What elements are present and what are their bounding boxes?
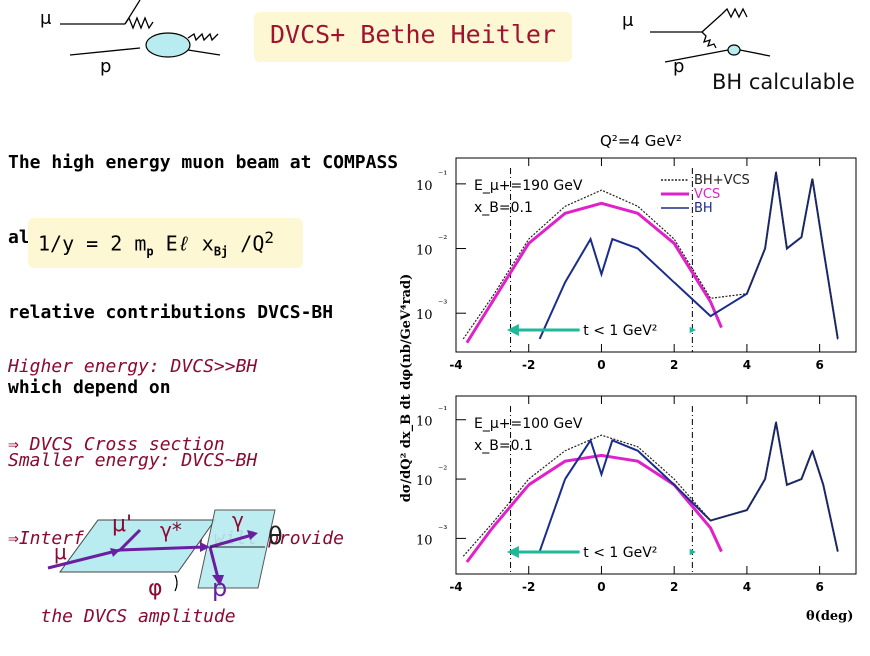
y-axis-label: dσ/dQ² dx_B dt dφ(nb/GeV⁴rad) — [399, 274, 414, 503]
page-title: DVCS+ Bethe Heitler — [270, 20, 556, 49]
x-tick-label-bottom: 6 — [815, 580, 823, 594]
higher-energy-line: ⇒ DVCS Cross section — [8, 434, 225, 455]
bh-proton-line — [664, 49, 729, 63]
y-tick-exponent-top: ⁻³ — [438, 299, 447, 310]
y-tick-label-bottom: 10 — [416, 474, 433, 489]
right-proton-label: p — [673, 56, 685, 77]
legend-entry-bh: BH — [694, 201, 713, 216]
bh-outgoing-muon-line — [701, 13, 723, 33]
x-tick-label-bottom: 0 — [597, 580, 605, 594]
bh-calculable-caption: BH calculable — [712, 70, 855, 94]
y-tick-label-top: 10 — [416, 308, 433, 323]
t-cut-arrowhead-left-bottom — [506, 546, 519, 558]
incoming-muon-arrow — [47, 548, 121, 570]
theta-label: θ — [268, 522, 283, 550]
series-line-bh-vcs-top — [462, 172, 839, 340]
plot-frame-top — [455, 157, 857, 353]
legend-entry-vcs: VCS — [694, 187, 720, 202]
chart-header: Q²=4 GeV² — [600, 132, 682, 150]
x-tick-label-top: 0 — [597, 358, 605, 372]
proton-label: p — [212, 574, 228, 602]
series-line-bh-vcs-bottom — [462, 422, 839, 557]
smaller-energy-line: Smaller energy: DVCS~BH — [8, 450, 258, 471]
x-tick-label-top: 6 — [815, 358, 823, 372]
series-line-bh-top — [538, 172, 839, 340]
title-box — [254, 12, 572, 62]
right-muon-label: μ — [622, 10, 634, 31]
formula-box — [28, 218, 303, 268]
lepton-plane — [59, 519, 216, 573]
t-cut-arrowhead-left-top — [506, 324, 519, 336]
energy-label-top: E_μ+=190 GeV — [474, 178, 583, 194]
t-cut-label-bg-bottom — [579, 540, 690, 562]
mu-label: μ — [54, 540, 67, 564]
x-tick-label-bottom: -2 — [522, 580, 535, 594]
t-cut-label-bg-top — [579, 318, 690, 340]
intro-line: The high energy muon beam at COMPASS — [8, 152, 399, 173]
kinematics-diagram — [47, 509, 276, 592]
mu-prime-label: μ' — [112, 512, 133, 537]
xb-label-bottom: x_B=0.1 — [474, 438, 533, 454]
x-tick-label-top: 4 — [743, 358, 751, 372]
series-line-vcs-top — [465, 201, 723, 344]
bh-outgoing-proton-line — [739, 49, 771, 57]
proton-line — [69, 47, 141, 56]
real-photon-wavy — [187, 32, 219, 42]
phi-label: φ — [148, 576, 163, 601]
legend-entry-bh-vcs: BH+VCS — [694, 173, 750, 188]
virtual-photon-wavy — [124, 16, 154, 30]
x-tick-label-top: -2 — [522, 358, 535, 372]
scattered-muon-arrow — [118, 528, 142, 552]
intro-line: which depend on — [8, 377, 171, 398]
xb-label-top: x_B=0.1 — [474, 200, 533, 216]
bh-vertex-blob — [727, 44, 741, 56]
higher-energy-text: Higher energy: DVCS>>BH ⇒ DVCS Cross sec… — [8, 302, 257, 484]
outgoing-proton-line — [187, 49, 221, 56]
hadron-plane — [197, 509, 276, 589]
gamma-star-label: γ* — [160, 518, 182, 542]
y-tick-label-top: 10 — [416, 179, 433, 194]
x-axis-label: θ(deg) — [806, 609, 853, 624]
x-tick-label-top: 2 — [670, 358, 678, 372]
x-tick-label-bottom: 2 — [670, 580, 678, 594]
y-tick-label-bottom: 10 — [416, 415, 433, 430]
y-tick-exponent-top: ⁻¹ — [438, 170, 447, 181]
t-cut-label-bottom: t < 1 GeV² — [583, 545, 657, 561]
x-tick-label-top: -4 — [449, 358, 462, 372]
recoil-proton-arrow — [208, 546, 220, 579]
gamma-label: γ — [232, 508, 244, 532]
dvcs-feynman-diagram — [60, 0, 221, 58]
energy-label-bottom: E_μ+=100 GeV — [474, 416, 583, 432]
y-tick-exponent-top: ⁻² — [438, 235, 447, 246]
plot-frame-bottom — [455, 395, 857, 575]
phi-angle-arc — [174, 574, 178, 592]
y-tick-exponent-bottom: ⁻³ — [438, 524, 447, 535]
bh-virtual-photon-wavy — [701, 31, 717, 49]
y-tick-label-bottom: 10 — [416, 533, 433, 548]
y-formula: 1/y = 2 mp Eℓ xBj /Q2 — [38, 228, 275, 259]
series-line-vcs-bottom — [465, 453, 723, 563]
bh-feynman-diagram — [650, 7, 771, 63]
higher-energy-line: Higher energy: DVCS>>BH — [8, 356, 258, 377]
x-tick-label-bottom: -4 — [449, 580, 462, 594]
real-photon-arrow — [209, 533, 253, 549]
hadronic-blob — [145, 32, 191, 58]
t-cut-label-top: t < 1 GeV² — [583, 323, 657, 339]
x-tick-label-bottom: 4 — [743, 580, 751, 594]
intro-line: relative contributions DVCS-BH — [8, 302, 334, 323]
cross-section-chart: Q²=4 GeV² dσ/dQ² dx_B dt dφ(nb/GeV⁴rad) -4… — [399, 132, 857, 624]
left-muon-label: μ — [40, 8, 52, 29]
smaller-energy-line: the DVCS amplitude — [8, 606, 236, 627]
y-tick-exponent-bottom: ⁻² — [438, 465, 447, 476]
left-proton-label: p — [100, 56, 112, 77]
y-tick-label-top: 10 — [416, 244, 433, 259]
virtual-photon-arrow — [119, 545, 206, 552]
series-line-bh-bottom — [538, 422, 839, 552]
y-tick-exponent-bottom: ⁻¹ — [438, 406, 447, 417]
bh-real-photon-wavy — [721, 7, 748, 19]
